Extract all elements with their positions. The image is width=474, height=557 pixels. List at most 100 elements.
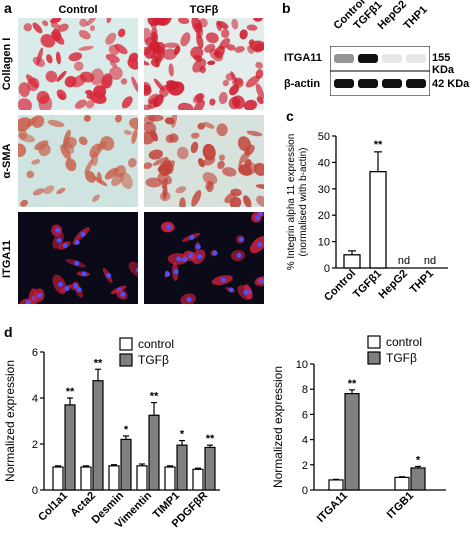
y-tick-label: 50 — [318, 131, 330, 143]
cell — [85, 99, 95, 109]
legend-label: control — [138, 337, 174, 351]
cell — [191, 190, 202, 207]
western-blot — [330, 46, 430, 96]
cell — [144, 131, 155, 145]
nucleus — [195, 244, 201, 250]
cell — [255, 61, 263, 69]
bar-annotation: nd — [424, 255, 436, 267]
micrograph-itga11-control — [18, 212, 138, 304]
cell — [238, 164, 253, 176]
cell — [175, 186, 187, 194]
cell — [131, 76, 138, 93]
cell — [190, 132, 200, 139]
cell — [109, 60, 118, 68]
bar-annotation: ** — [150, 391, 159, 403]
legend-label: TGFβ — [138, 353, 169, 367]
cell — [144, 115, 156, 125]
bar — [410, 467, 426, 491]
cell — [234, 45, 245, 53]
cell — [131, 129, 138, 144]
x-tick-label: THP1 — [408, 268, 436, 296]
nucleus — [25, 300, 31, 304]
chart-d2: 0 2 4 6 8 10 Normalized expression ** ITGA11 * ITG… — [271, 335, 446, 525]
cell — [193, 99, 205, 110]
bar — [64, 404, 76, 491]
nucleus — [254, 215, 260, 221]
nucleus — [212, 250, 218, 256]
bar-annotation: ** — [66, 386, 75, 398]
cell — [79, 18, 88, 27]
row-header-asma: α-SMA — [1, 143, 13, 179]
blot-band — [406, 79, 426, 88]
column-header-tgfb: TGFβ — [189, 4, 219, 16]
nucleus — [74, 260, 80, 266]
cell — [203, 156, 216, 166]
micrograph-asma-control — [18, 115, 138, 207]
cell — [46, 54, 53, 64]
cell — [63, 136, 77, 149]
cell — [26, 170, 35, 179]
nucleus — [135, 267, 138, 273]
legend-label: control — [386, 335, 422, 349]
cell — [128, 157, 137, 168]
cell — [239, 29, 248, 40]
cell — [79, 71, 95, 83]
cell — [127, 57, 138, 70]
cell — [129, 117, 138, 130]
cell — [50, 18, 62, 24]
y-tick-label: 2 — [32, 439, 38, 451]
cell — [96, 171, 103, 184]
cell — [36, 90, 50, 104]
cell — [58, 93, 65, 100]
blot-band — [358, 54, 378, 63]
nucleus — [238, 236, 244, 242]
cell — [224, 192, 236, 204]
cell — [197, 158, 205, 168]
cell — [159, 191, 171, 202]
cell — [50, 22, 61, 29]
bar — [394, 476, 410, 491]
nucleus — [80, 231, 86, 237]
cell — [162, 48, 177, 60]
cell — [216, 123, 228, 137]
blot-band — [382, 54, 402, 63]
cell — [55, 51, 61, 65]
nucleus — [62, 242, 68, 248]
nucleus — [106, 272, 112, 278]
cell — [217, 160, 225, 170]
nucleus — [73, 283, 79, 289]
nucleus — [120, 292, 126, 298]
nucleus — [220, 277, 226, 283]
cell — [179, 197, 186, 207]
cell — [144, 27, 151, 42]
cell — [89, 25, 95, 32]
bar-annotation: ** — [94, 357, 103, 369]
cell — [109, 66, 123, 80]
cell — [168, 63, 174, 77]
cell — [43, 185, 55, 195]
nucleus — [173, 269, 179, 275]
nucleus — [176, 256, 182, 262]
cell — [243, 99, 258, 110]
cell — [89, 143, 102, 158]
y-axis-label-line: % Integrin alpha 11 expression — [286, 134, 297, 271]
nucleus — [55, 227, 61, 233]
cell — [85, 170, 96, 183]
blot-band — [358, 79, 378, 88]
cell — [214, 45, 225, 59]
bar-annotation: * — [124, 424, 129, 436]
bar — [369, 170, 387, 269]
y-axis-label: Normalized expression — [271, 366, 285, 488]
nucleus — [197, 254, 203, 260]
blot-size-bactin: 42 KDa — [432, 78, 470, 90]
chart-c: 0 10 20 30 40 50 % Integrin alpha 11 expressio… — [286, 131, 448, 304]
cell — [249, 40, 264, 52]
micrograph-itga11-tgfb — [144, 212, 264, 304]
blot-label-bactin: β-actin — [284, 78, 321, 90]
cell — [40, 34, 56, 48]
cell — [144, 84, 152, 96]
blot-label-itga11: ITGA11 — [284, 52, 322, 64]
cell — [47, 119, 65, 128]
cell — [60, 144, 71, 160]
y-tick-label: 0 — [324, 263, 330, 275]
